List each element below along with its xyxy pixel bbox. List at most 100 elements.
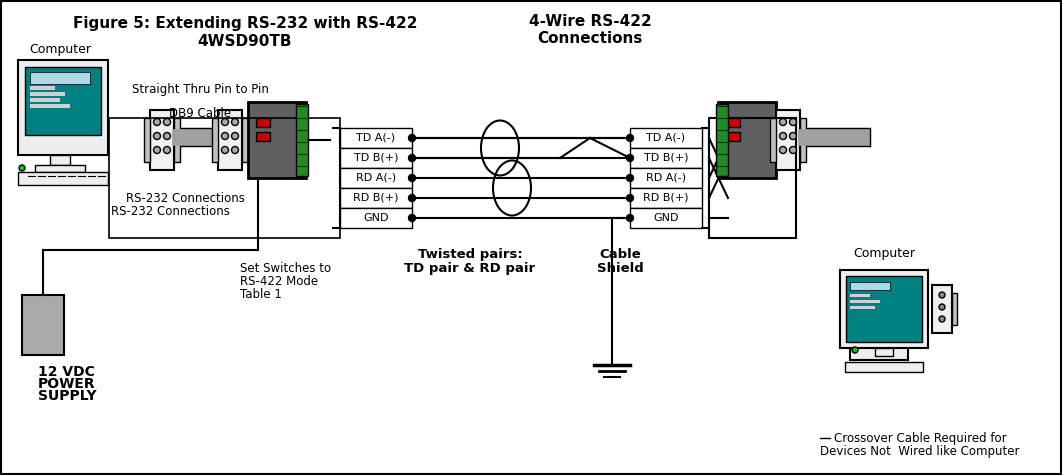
Bar [174, 118, 179, 162]
Text: 12 VDC: 12 VDC [38, 365, 95, 379]
Bar [800, 118, 806, 162]
Bar [840, 270, 928, 348]
Bar [776, 110, 800, 170]
Bar [18, 172, 108, 185]
Text: Crossover Cable Required for: Crossover Cable Required for [834, 432, 1007, 445]
Bar [850, 325, 908, 360]
Text: Twisted pairs:: Twisted pairs: [417, 248, 523, 261]
Bar [340, 208, 412, 228]
Text: TD B(+): TD B(+) [354, 153, 398, 163]
Circle shape [852, 347, 858, 353]
Circle shape [154, 146, 160, 153]
Circle shape [164, 133, 171, 140]
Text: Computer: Computer [29, 43, 91, 56]
Text: Connections: Connections [537, 31, 643, 46]
Text: GND: GND [363, 213, 389, 223]
Circle shape [780, 118, 787, 125]
Text: Devices Not  Wired like Computer: Devices Not Wired like Computer [820, 445, 1020, 458]
Bar [875, 348, 893, 356]
Circle shape [164, 118, 171, 125]
Text: RS-422 Mode: RS-422 Mode [240, 275, 319, 288]
Text: 4WSD90TB: 4WSD90TB [198, 34, 292, 49]
Bar [212, 118, 218, 162]
Text: SUPPLY: SUPPLY [38, 389, 97, 403]
Bar [30, 92, 65, 96]
Circle shape [222, 133, 228, 140]
Text: Set Switches to: Set Switches to [240, 262, 331, 275]
Text: GND: GND [653, 213, 679, 223]
Bar [30, 98, 59, 102]
Text: DB9 Cable: DB9 Cable [169, 107, 232, 120]
Bar [716, 104, 727, 176]
Bar [726, 118, 740, 127]
Circle shape [409, 134, 415, 142]
Bar [18, 60, 108, 155]
Bar [35, 165, 85, 172]
Text: Figure 5: Extending RS-232 with RS-422: Figure 5: Extending RS-232 with RS-422 [73, 16, 417, 31]
Text: RS-232 Connections: RS-232 Connections [125, 192, 244, 205]
Bar [846, 276, 922, 342]
Circle shape [789, 133, 796, 140]
Text: TD A(-): TD A(-) [647, 133, 686, 143]
Bar [630, 168, 702, 188]
Circle shape [232, 118, 239, 125]
Text: RD B(+): RD B(+) [644, 193, 689, 203]
Circle shape [232, 133, 239, 140]
Circle shape [789, 118, 796, 125]
Circle shape [939, 292, 945, 298]
Circle shape [627, 134, 634, 142]
Circle shape [627, 174, 634, 181]
Bar [630, 208, 702, 228]
Bar [845, 362, 923, 372]
Text: POWER: POWER [38, 377, 96, 391]
Bar [296, 104, 308, 176]
Bar [952, 293, 957, 325]
Circle shape [780, 133, 787, 140]
Circle shape [627, 194, 634, 201]
Bar [718, 102, 776, 178]
Bar [340, 128, 412, 148]
Bar [630, 148, 702, 168]
Bar [22, 295, 64, 355]
Bar [144, 118, 150, 162]
Bar [340, 168, 412, 188]
Circle shape [232, 146, 239, 153]
Circle shape [627, 154, 634, 162]
Bar [850, 300, 880, 303]
Bar [218, 110, 242, 170]
Bar [150, 110, 174, 170]
Text: TD A(-): TD A(-) [357, 133, 395, 143]
Text: 4-Wire RS-422: 4-Wire RS-422 [529, 14, 651, 29]
Circle shape [164, 146, 171, 153]
Circle shape [154, 118, 160, 125]
Circle shape [780, 146, 787, 153]
Text: RD A(-): RD A(-) [646, 173, 686, 183]
Bar [242, 118, 249, 162]
Circle shape [154, 133, 160, 140]
Bar [850, 294, 870, 297]
Bar [850, 282, 890, 290]
Bar [256, 118, 270, 127]
Text: Table 1: Table 1 [240, 288, 281, 301]
Circle shape [222, 118, 228, 125]
Circle shape [939, 304, 945, 310]
Bar [726, 132, 740, 141]
Bar [256, 132, 270, 141]
Bar [630, 128, 702, 148]
Text: Cable: Cable [599, 248, 640, 261]
Bar [30, 104, 70, 108]
Bar [850, 306, 875, 309]
Bar [340, 188, 412, 208]
Circle shape [409, 194, 415, 201]
Circle shape [409, 174, 415, 181]
Circle shape [409, 154, 415, 162]
Text: Computer: Computer [853, 247, 915, 260]
Bar [770, 118, 776, 162]
Text: RD A(-): RD A(-) [356, 173, 396, 183]
Circle shape [409, 215, 415, 221]
Text: RS-232 Connections: RS-232 Connections [110, 205, 229, 218]
Circle shape [939, 316, 945, 322]
Bar [50, 155, 70, 165]
Circle shape [19, 165, 25, 171]
Circle shape [222, 146, 228, 153]
